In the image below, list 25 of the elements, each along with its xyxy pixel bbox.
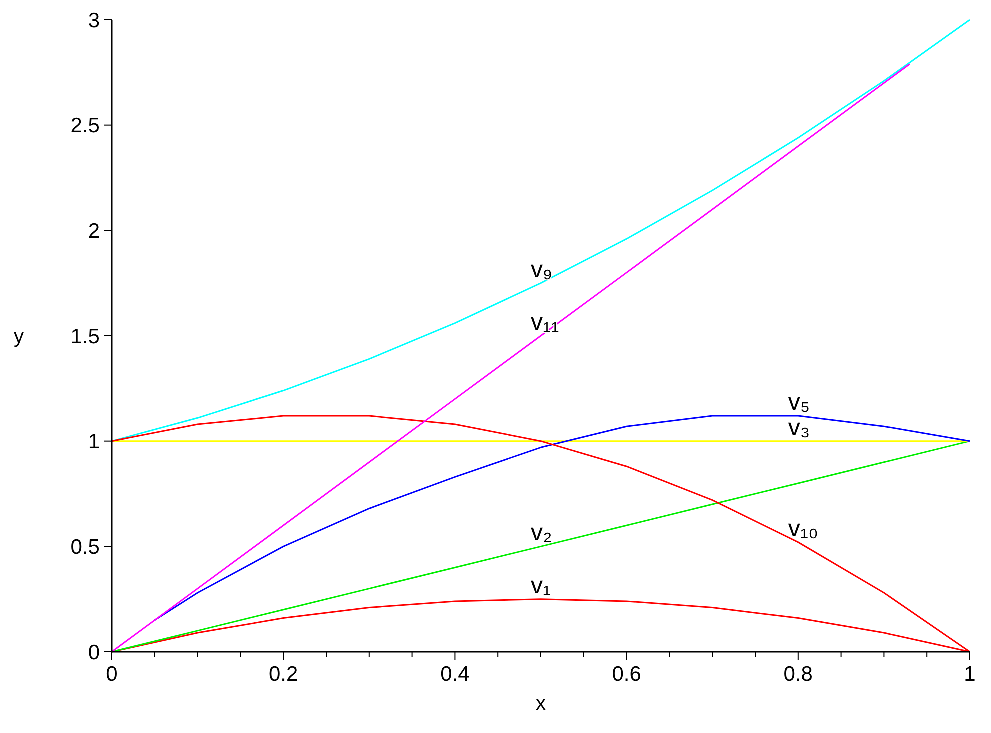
- y-tick-label: 1.5: [70, 325, 100, 348]
- x-tick-label: 0.8: [784, 663, 813, 686]
- y-tick-label: 3: [88, 9, 100, 32]
- y-axis-title: y: [14, 326, 24, 348]
- x-tick-label: 0.4: [440, 663, 470, 686]
- series-label: v₉: [531, 256, 553, 284]
- x-tick-label: 0.2: [269, 663, 298, 686]
- series-label: v₁₁: [531, 309, 560, 336]
- x-tick-label: 0: [106, 663, 118, 686]
- y-tick-label: 2.5: [70, 114, 100, 138]
- line-series: [111, 63, 911, 653]
- y-tick-label: 0.5: [70, 536, 100, 560]
- x-tick-label: 1: [964, 663, 976, 686]
- series-label: v₃: [788, 414, 810, 442]
- series-label: v₅: [788, 389, 810, 416]
- series-label: v₂: [531, 520, 552, 547]
- series-label: v₁₀: [788, 515, 818, 542]
- y-tick-label: 2: [88, 220, 100, 244]
- y-tick-label: 1: [88, 430, 100, 454]
- line-series: [111, 19, 971, 442]
- series-label: v₁: [531, 572, 552, 600]
- x-axis-title: x: [536, 693, 546, 715]
- line-series: [154, 415, 971, 622]
- x-tick-label: 0.6: [612, 663, 642, 686]
- y-tick-label: 0: [88, 641, 100, 664]
